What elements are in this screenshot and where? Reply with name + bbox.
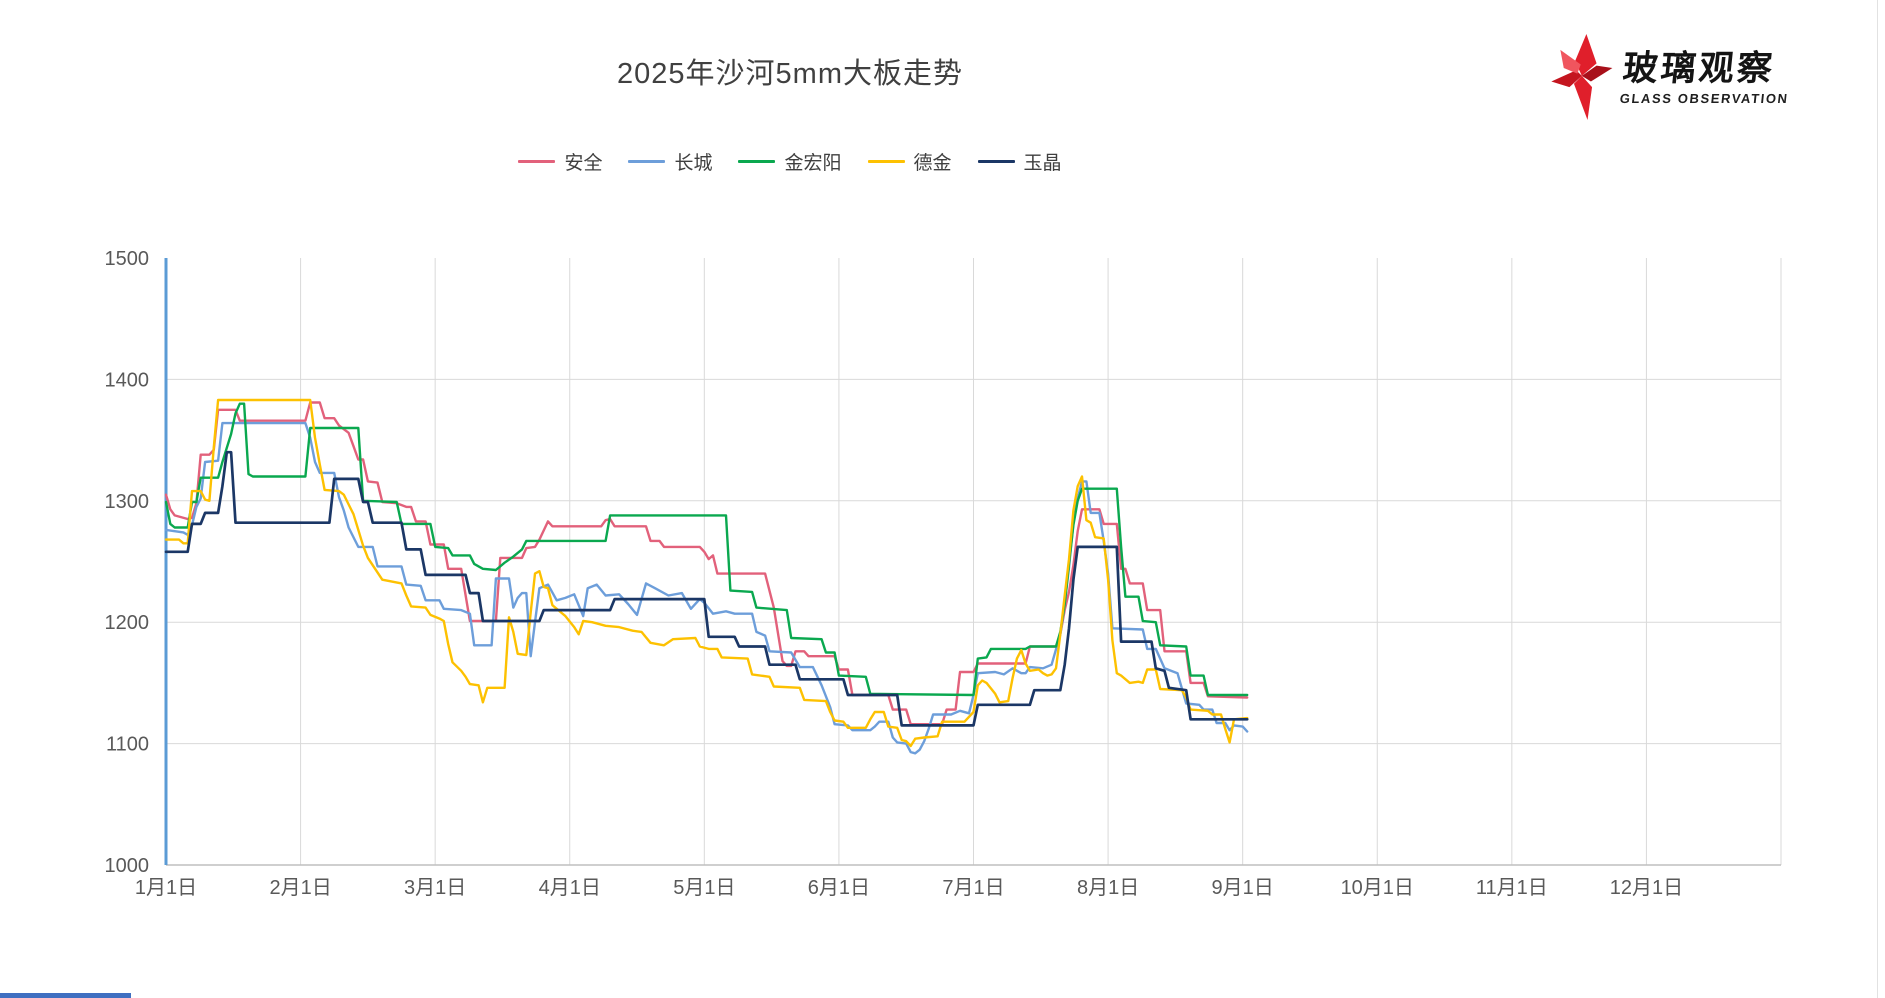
y-tick-label-1300: 1300 (105, 491, 150, 513)
series-line-3 (164, 398, 1249, 748)
right-edge-line (1877, 0, 1878, 998)
legend-item-4: 玉晶 (977, 148, 1062, 175)
series-line-4 (164, 450, 1249, 727)
legend-swatch-icon (628, 160, 666, 163)
x-tick-label-8: 8月1日 (1077, 877, 1139, 899)
x-tick-label-4: 4月1日 (539, 877, 601, 899)
legend-item-1: 长城 (628, 148, 712, 175)
legend-label: 安全 (564, 153, 603, 174)
x-tick-label-10: 10月1日 (1341, 877, 1414, 899)
x-tick-label-1: 1月1日 (135, 877, 197, 899)
legend: 安全 长城 金宏阳 德金 玉晶 (0, 148, 1580, 175)
legend-item-2: 金宏阳 (738, 148, 842, 175)
x-tick-label-5: 5月1日 (673, 877, 735, 899)
legend-swatch-icon (738, 160, 776, 163)
legend-label: 长城 (674, 153, 713, 174)
series-line-0 (164, 401, 1249, 726)
chart-title: 2025年沙河5mm大板走势 (617, 58, 963, 90)
series-line-2 (164, 402, 1249, 697)
y-tick-label-1000: 1000 (105, 855, 150, 877)
x-tick-label-6: 6月1日 (808, 877, 870, 899)
logo-star-icon (1551, 34, 1613, 120)
legend-swatch-icon (518, 160, 556, 163)
legend-label: 德金 (913, 153, 952, 174)
bottom-strip-decoration (0, 993, 131, 998)
x-tick-label-2: 2月1日 (269, 877, 331, 899)
legend-label: 玉晶 (1023, 153, 1062, 174)
x-tick-label-12: 12月1日 (1610, 877, 1683, 899)
logo: 玻璃观察 GLASS OBSERVATION (1548, 34, 1791, 120)
x-tick-label-3: 3月1日 (404, 877, 466, 899)
y-tick-label-1200: 1200 (105, 612, 150, 634)
x-tick-label-9: 9月1日 (1212, 877, 1274, 899)
legend-item-0: 安全 (518, 148, 602, 175)
y-tick-label-1100: 1100 (106, 734, 149, 756)
legend-swatch-icon (867, 160, 905, 163)
y-tick-label-1400: 1400 (105, 369, 150, 391)
x-tick-label-11: 11月1日 (1476, 877, 1548, 899)
y-tick-label-1500: 1500 (105, 248, 150, 270)
series-line-1 (164, 421, 1249, 755)
legend-label: 金宏阳 (784, 153, 842, 174)
legend-item-3: 德金 (867, 148, 952, 175)
legend-swatch-icon (977, 160, 1015, 163)
x-tick-label-7: 7月1日 (942, 877, 1004, 899)
